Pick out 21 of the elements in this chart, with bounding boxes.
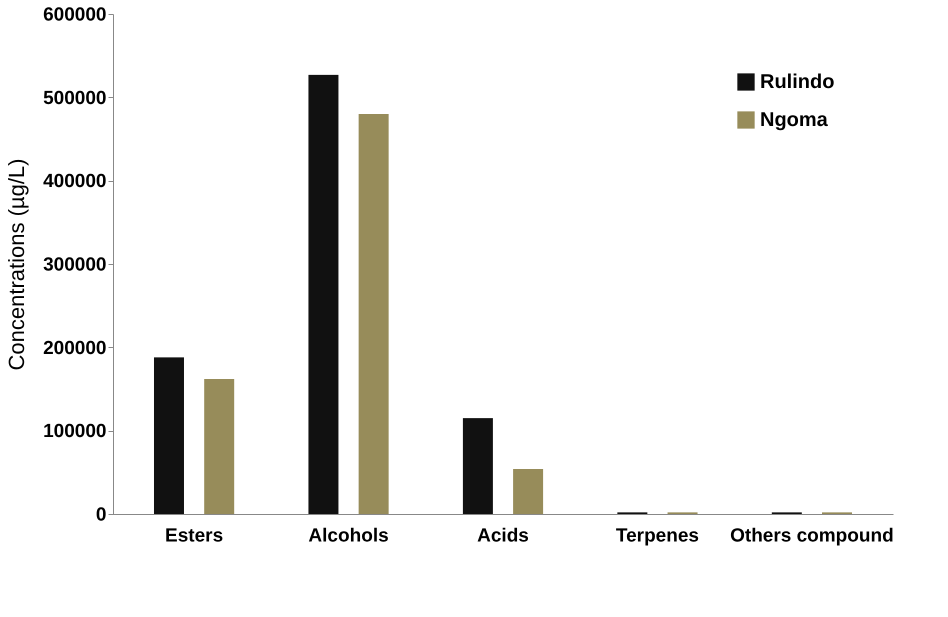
- y-axis-title: Concentrations (µg/L): [4, 158, 30, 370]
- bar: [358, 114, 389, 514]
- x-tick-label: Others compound: [730, 526, 894, 546]
- y-tick-label: 100000: [43, 421, 106, 442]
- x-tick-label: Acids: [477, 526, 529, 546]
- y-tick-label: 0: [96, 504, 106, 526]
- bar: [308, 74, 338, 514]
- y-tick-label: 600000: [43, 4, 106, 26]
- x-tick-label: Esters: [165, 526, 224, 546]
- legend-label: Ngoma: [760, 109, 829, 131]
- bar: [462, 418, 493, 514]
- bar: [154, 357, 184, 514]
- y-tick-label: 200000: [43, 338, 106, 359]
- bar: [513, 469, 544, 514]
- bar: [204, 379, 234, 514]
- x-tick-label: Alcohols: [308, 526, 389, 546]
- legend-label: Rulindo: [760, 71, 834, 93]
- y-tick-label: 500000: [43, 88, 106, 109]
- y-tick-label: 400000: [43, 171, 106, 192]
- y-tick-label: 300000: [43, 254, 106, 276]
- x-tick-label: Terpenes: [616, 526, 699, 546]
